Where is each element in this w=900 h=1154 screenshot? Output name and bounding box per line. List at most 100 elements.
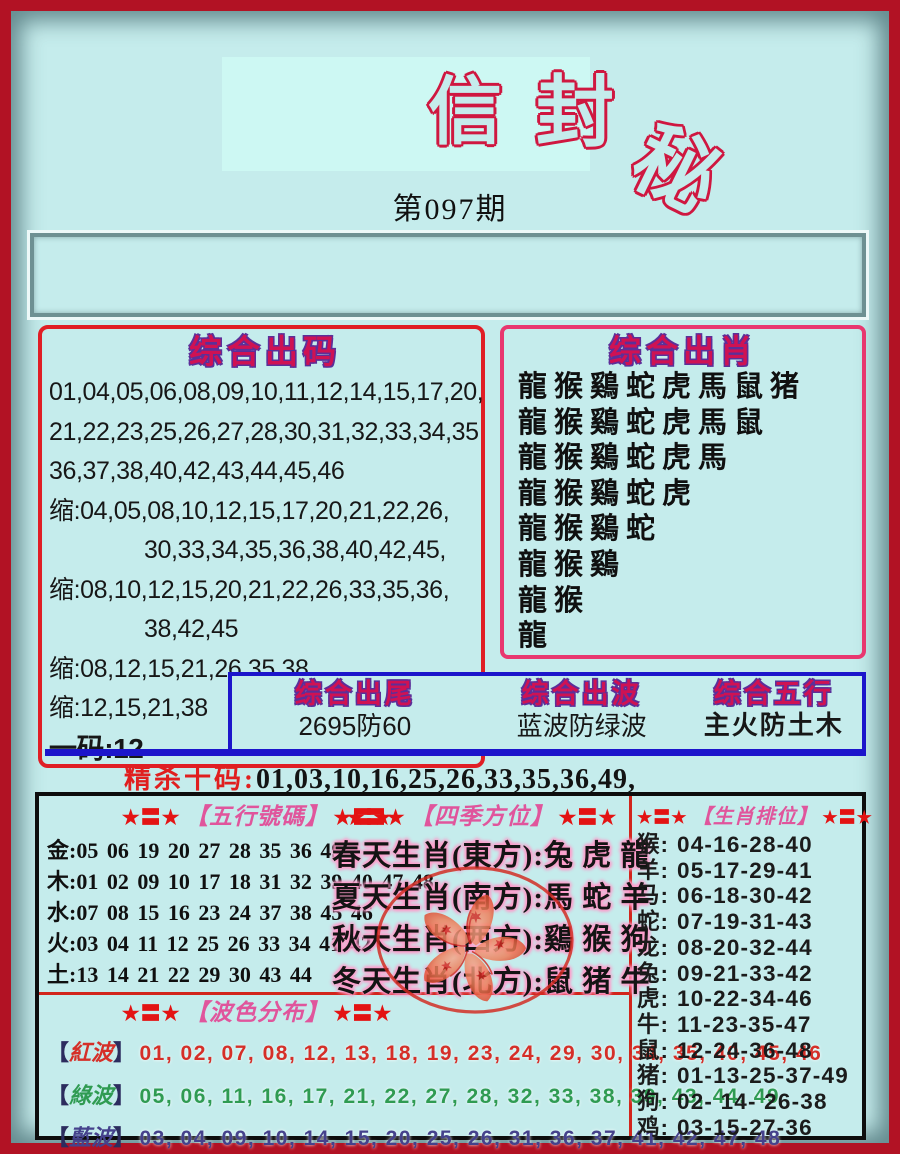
combo-code-title: 综合出码 bbox=[189, 335, 341, 371]
bracket: 【 bbox=[47, 1082, 70, 1108]
zodiac-rank-header: ★〓★ 【生肖排位】 ★〓★ bbox=[637, 804, 872, 832]
red-horizontal-divider bbox=[39, 992, 629, 995]
rank-row: 猴: 04-16-28-40 bbox=[637, 832, 865, 858]
combo-zodiac-title: 综合出肖 bbox=[608, 333, 757, 369]
five-elements-row: 土:13 14 21 22 29 30 43 44 bbox=[47, 962, 312, 987]
wave-numbers: 01, 02, 07, 08, 12, 13, 18, 19, 23, 24, … bbox=[139, 1042, 823, 1065]
bracket: 】 bbox=[113, 1082, 136, 1108]
combo-code-line: 缩:04,05,08,10,12,15,17,20,21,22,26, bbox=[49, 496, 450, 525]
rank-row: 鼠: 12-24-36-48 bbox=[637, 1038, 865, 1064]
rank-row: 羊: 05-17-29-41 bbox=[637, 858, 865, 884]
rank-numbers: 03-15-27-36 bbox=[677, 1114, 813, 1140]
seasons-header: ★〓★ 【四季方位】 ★〓★ bbox=[332, 802, 632, 835]
five-elements-row: 金:05 06 19 20 27 28 35 36 49 bbox=[47, 838, 343, 863]
rank-row: 龙: 08-20-32-44 bbox=[637, 935, 865, 961]
bottom-panel: ★〓★ 【五行號碼】 ★〓★ 金:05 06 19 20 27 28 35 36… bbox=[35, 792, 872, 1150]
blue-underline bbox=[45, 749, 866, 756]
kill-ten-line: 精杀十码:01,03,10,16,25,26,33,35,36,49, bbox=[0, 757, 760, 796]
wave-name: 綠波 bbox=[69, 1082, 114, 1108]
five-elements-row: 木:01 02 09 10 17 18 31 32 39 40 47 48 bbox=[47, 869, 434, 894]
combo-tail-value: 2695防60 bbox=[298, 711, 412, 741]
rank-animal: 龙: bbox=[637, 934, 669, 960]
blank-panel bbox=[222, 57, 590, 171]
rank-animal: 鼠: bbox=[637, 1037, 669, 1063]
combo-code-single: 一码:12 bbox=[49, 732, 144, 764]
combo-five-value: 主火防土木 bbox=[703, 711, 844, 740]
wave-colors-section: ★〓★ 【波色分布】 ★〓★ 【紅波】 01, 02, 07, 08, 12, … bbox=[47, 996, 821, 1154]
star-decoration: ★〓★ bbox=[822, 808, 873, 827]
rank-numbers: 08-20-32-44 bbox=[677, 934, 813, 960]
bracket: 【 bbox=[47, 1040, 70, 1065]
zodiac-rank-title: 【生肖排位】 bbox=[691, 806, 818, 828]
combo-code-box: 综合出码 01,04,05,06,08,09,10,11,12,14,15,17… bbox=[38, 325, 485, 768]
wave-colors-title: 【波色分布】 bbox=[185, 1000, 329, 1025]
wave-name: 藍波 bbox=[69, 1125, 114, 1150]
zodiac-rank-section: ★〓★ 【生肖排位】 ★〓★ 猴: 04-16-28-40 羊: 05-17-29-… bbox=[637, 804, 872, 1141]
wave-numbers: 05, 06, 11, 16, 17, 21, 22, 27, 28, 32, … bbox=[139, 1084, 781, 1108]
rank-animal: 马: bbox=[637, 883, 669, 909]
rank-animal: 鸡: bbox=[637, 1114, 669, 1140]
kill-ten-value: 01,03,10,16,25,26,33,35,36,49, bbox=[256, 764, 636, 795]
rank-numbers: 09-21-33-42 bbox=[677, 960, 813, 986]
combo-zodiac-box: 综合出肖 龍猴鷄蛇虎馬鼠猪 龍猴鷄蛇虎馬鼠 龍猴鷄蛇虎馬 龍猴鷄蛇虎 龍猴鷄蛇 … bbox=[500, 325, 866, 659]
empty-inset-bar bbox=[30, 233, 866, 317]
kill-ten-label: 精杀十码: bbox=[124, 764, 256, 794]
season-row: 春天生肖(東方):兔 虎 龍 bbox=[332, 840, 651, 872]
zodiac-row: 龍猴鷄蛇虎馬鼠猪 bbox=[518, 371, 807, 403]
bracket: 】 bbox=[113, 1040, 136, 1065]
rank-row: 马: 06-18-30-42 bbox=[637, 883, 865, 909]
rank-numbers: 07-19-31-43 bbox=[677, 909, 813, 935]
combo-code-line: 38,42,45 bbox=[144, 615, 239, 643]
star-decoration: ★〓★ bbox=[558, 807, 618, 829]
combo-code-line: 36,37,38,40,42,43,44,45,46 bbox=[49, 457, 345, 485]
rank-animal: 狗: bbox=[637, 1089, 669, 1115]
rank-row: 虎: 10-22-34-46 bbox=[637, 986, 865, 1012]
rank-numbers: 04-16-28-40 bbox=[677, 832, 813, 857]
combo-tail: 综合出尾 2695防60 bbox=[232, 676, 478, 753]
star-decoration: ★〓★ bbox=[121, 807, 181, 829]
five-elements-row: 水:07 08 15 16 23 24 37 38 45 46 bbox=[47, 900, 373, 925]
rank-numbers: 01-13-25-37-49 bbox=[677, 1063, 849, 1089]
star-decoration: ★〓★ bbox=[637, 808, 688, 827]
rank-numbers: 10-22-34-46 bbox=[677, 986, 813, 1012]
combo-five-title: 综合五行 bbox=[713, 679, 834, 709]
rank-numbers: 05-17-29-41 bbox=[677, 857, 813, 883]
wave-row-blue: 【藍波】 03, 04, 09, 10, 14, 15, 20, 25, 26,… bbox=[47, 1118, 780, 1154]
five-elements-title: 【五行號碼】 bbox=[185, 804, 329, 829]
seasons-title: 【四季方位】 bbox=[410, 804, 554, 829]
season-row: 秋天生肖(西方):鷄 猴 狗 bbox=[332, 924, 651, 956]
red-vertical-divider bbox=[629, 796, 632, 1136]
combo-wave-value: 蓝波防绿波 bbox=[516, 711, 647, 741]
combo-summary-box: 综合出尾 2695防60 综合出波 蓝波防绿波 综合五行 主火防土木 bbox=[228, 672, 866, 753]
wave-name: 紅波 bbox=[69, 1040, 114, 1065]
zodiac-row: 龍猴鷄蛇虎馬 bbox=[518, 442, 735, 475]
zodiac-row: 龍猴鷄蛇虎 bbox=[518, 477, 699, 510]
zodiac-row: 龍猴鷄蛇虎馬鼠 bbox=[518, 406, 771, 439]
rank-row: 鸡: 03-15-27-36 bbox=[637, 1115, 865, 1141]
combo-code-line: 01,04,05,06,08,09,10,11,12,14,15,17,20, bbox=[49, 378, 484, 406]
combo-code-line: 30,33,34,35,36,38,40,42,45, bbox=[144, 536, 446, 564]
season-row: 夏天生肖(南方):馬 蛇 羊 bbox=[332, 882, 651, 914]
rank-animal: 兔: bbox=[637, 960, 669, 986]
zodiac-row: 龍 bbox=[518, 620, 555, 653]
rank-animal: 牛: bbox=[637, 1011, 669, 1037]
rank-numbers: 06-18-30-42 bbox=[677, 883, 813, 909]
bracket: 】 bbox=[113, 1125, 136, 1150]
combo-code-line: 缩:12,15,21,38 bbox=[49, 694, 208, 722]
wave-row-green: 【綠波】 05, 06, 11, 16, 17, 21, 22, 27, 28,… bbox=[47, 1076, 779, 1119]
five-elements-row: 火:03 04 11 12 25 26 33 34 41 42 bbox=[47, 931, 372, 956]
combo-wave: 综合出波 蓝波防绿波 bbox=[478, 676, 686, 753]
star-decoration: ★〓★ bbox=[333, 1003, 393, 1025]
rank-animal: 猴: bbox=[637, 832, 669, 857]
zodiac-row: 龍猴 bbox=[518, 584, 591, 617]
combo-tail-title: 综合出尾 bbox=[294, 679, 415, 709]
rank-row: 狗: 02- 14- 26-38 bbox=[637, 1089, 865, 1115]
rank-row: 猪: 01-13-25-37-49 bbox=[637, 1063, 865, 1089]
page-title-char-1: 信 bbox=[428, 70, 502, 153]
zodiac-row: 龍猴鷄 bbox=[518, 548, 627, 581]
combo-code-line: 缩:08,10,12,15,20,21,22,26,33,35,36, bbox=[49, 575, 450, 604]
rank-animal: 蛇: bbox=[637, 909, 669, 935]
rank-row: 牛: 11-23-35-47 bbox=[637, 1012, 865, 1038]
issue-number: 第097期 bbox=[392, 193, 508, 226]
